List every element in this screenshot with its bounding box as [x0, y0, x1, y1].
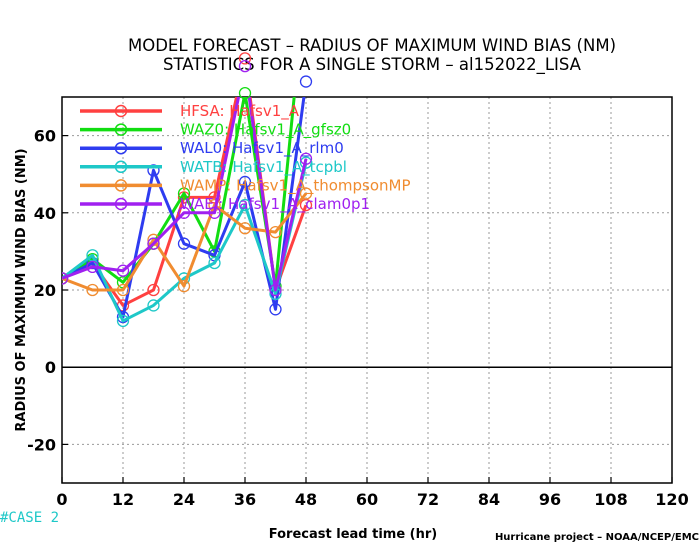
data-point — [116, 264, 130, 277]
x-tick-label: 60 — [356, 490, 378, 509]
data-point — [147, 283, 160, 297]
data-point — [177, 206, 191, 219]
legend-label: WAL0: Hafsv1_A_rlm0 — [180, 139, 344, 158]
data-point — [238, 222, 252, 235]
legend-marker — [114, 160, 128, 174]
x-axis-ticks: 0 12 24 36 48 60 72 84 96 108 120 — [56, 477, 689, 509]
x-tick-label: 108 — [594, 490, 627, 509]
y-tick-label: 60 — [34, 127, 56, 146]
series-line — [62, 162, 308, 323]
x-tick-label: 0 — [56, 490, 67, 509]
x-tick-label: 48 — [295, 490, 317, 509]
data-point — [177, 187, 191, 200]
data-point — [147, 237, 160, 250]
data-point — [238, 86, 252, 100]
data-point — [269, 283, 282, 297]
x-tick-label: 36 — [234, 490, 256, 509]
legend-entry: WATB: Hafsv1_A_tcpbl — [80, 158, 347, 177]
y-tick-label: 40 — [34, 204, 56, 223]
data-point — [299, 156, 313, 169]
out-of-range-markers — [238, 52, 313, 100]
data-point — [116, 314, 130, 328]
legend-label: WAZ0: Hafsv1_A_gfsz0 — [180, 121, 351, 140]
legend-marker — [114, 141, 128, 155]
legend-marker — [114, 123, 128, 136]
case-note: #CASE 2 — [0, 510, 59, 526]
data-point — [299, 187, 313, 200]
data-point — [299, 75, 313, 88]
data-point — [177, 237, 191, 250]
legend-entry: WAZ0: Hafsv1_A_gfsz0 — [80, 121, 351, 140]
data-point — [147, 164, 160, 177]
data-point — [238, 52, 252, 65]
y-axis-label: RADIUS OF MAXIMUM WIND BIAS (NM) — [14, 148, 29, 431]
data-point — [86, 260, 99, 273]
series-layer — [62, 97, 313, 328]
credit-text: Hurricane project – NOAA/NCEP/EMC — [495, 532, 699, 542]
legend-marker — [114, 104, 128, 118]
y-tick-label: 20 — [34, 281, 56, 300]
data-point — [208, 256, 221, 270]
legend-label: WATB: Hafsv1_A_tcpbl — [180, 158, 347, 177]
data-point — [62, 272, 69, 285]
x-tick-label: 96 — [539, 490, 561, 509]
data-point — [208, 191, 221, 204]
data-point — [238, 59, 252, 73]
x-tick-label: 120 — [655, 490, 688, 509]
data-point — [269, 303, 282, 316]
series-5 — [62, 97, 313, 297]
legend-entry: WAMP: Hafsv1_A_thompsonMP — [80, 176, 411, 195]
series-line — [62, 97, 308, 292]
legend-marker — [114, 179, 128, 192]
legend-label: WAEI: Hafsv1_A_clam0p1 — [180, 195, 370, 214]
x-tick-label: 24 — [173, 490, 195, 509]
legend-marker — [114, 197, 128, 211]
data-point — [299, 152, 313, 165]
legend-entry: HFSA: Hafsv1_A — [80, 102, 300, 121]
data-point — [238, 198, 252, 212]
x-tick-label: 72 — [417, 490, 439, 509]
data-point — [208, 206, 221, 219]
legend-entry: WAL0: Hafsv1_A_rlm0 — [80, 139, 344, 158]
data-point — [177, 279, 191, 293]
series-line — [62, 192, 308, 292]
x-tick-label: 84 — [478, 490, 500, 509]
data-point — [86, 283, 99, 297]
series-4 — [62, 187, 313, 297]
data-point — [269, 225, 282, 239]
y-tick-label: -20 — [27, 435, 56, 454]
chart-title-line-2: STATISTICS FOR A SINGLE STORM – al152022… — [163, 55, 582, 75]
data-point — [116, 283, 130, 297]
data-point — [177, 191, 191, 204]
y-axis-ticks: -20 0 20 40 60 — [27, 127, 68, 454]
data-point — [238, 175, 252, 189]
legend-label: WAMP: Hafsv1_A_thompsonMP — [180, 176, 411, 195]
chart-title-line-1: MODEL FORECAST – RADIUS OF MAXIMUM WIND … — [128, 36, 616, 55]
y-tick-label: 0 — [45, 358, 56, 377]
x-axis-label: Forecast lead time (hr) — [269, 527, 437, 542]
legend-entry: WAEI: Hafsv1_A_clam0p1 — [80, 195, 370, 214]
data-point — [147, 299, 160, 312]
x-tick-label: 12 — [112, 490, 134, 509]
legend-label: HFSA: Hafsv1_A — [180, 102, 300, 121]
